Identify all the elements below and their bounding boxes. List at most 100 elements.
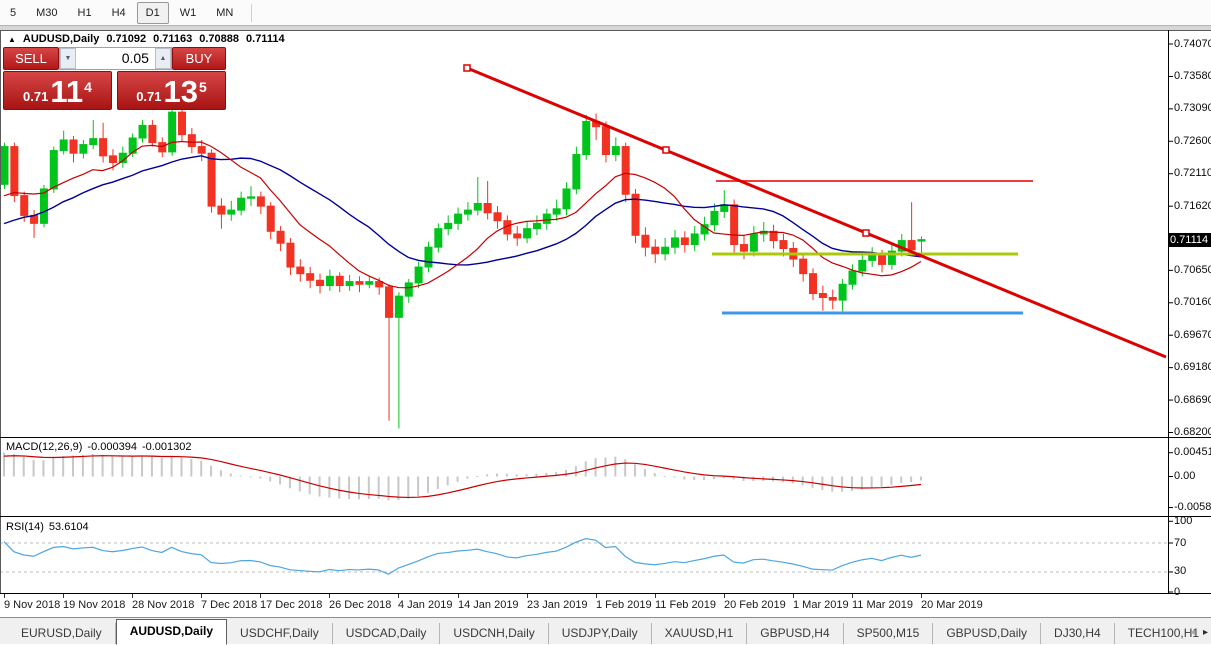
price-tick-label: 0.70650 bbox=[1174, 263, 1211, 276]
volume-stepper: ▼ 0.05 ▲ bbox=[59, 47, 172, 70]
date-tick-label: 20 Mar 2019 bbox=[921, 599, 983, 611]
chart-tab-audusd-daily[interactable]: AUDUSD,Daily bbox=[115, 619, 228, 645]
date-tick-label: 4 Jan 2019 bbox=[398, 599, 453, 611]
buy-price-button[interactable]: 0.71 13 5 bbox=[117, 71, 226, 110]
buy-price-prefix: 0.71 bbox=[136, 89, 162, 104]
price-tick-label: 0.71620 bbox=[1174, 199, 1211, 212]
date-tick-label: 23 Jan 2019 bbox=[527, 599, 588, 611]
descending-trendline[interactable] bbox=[466, 66, 1167, 359]
chart-tab-xauusd-h1[interactable]: XAUUSD,H1 bbox=[652, 623, 748, 644]
chart-tab-eurusd-daily[interactable]: EURUSD,Daily bbox=[8, 623, 116, 644]
buy-price-sup: 5 bbox=[199, 79, 207, 95]
ohlc-close: 0.71114 bbox=[246, 33, 285, 45]
rsi-axis-label: 100 bbox=[1174, 514, 1193, 527]
price-tick-label: 0.68690 bbox=[1174, 393, 1211, 406]
date-tick-label: 9 Nov 2018 bbox=[4, 599, 61, 611]
volume-input[interactable]: 0.05 bbox=[76, 48, 155, 69]
price-tick-label: 0.69670 bbox=[1174, 328, 1211, 341]
rsi-axis-label: 30 bbox=[1174, 565, 1187, 578]
macd-axis-label: 0.00 bbox=[1174, 470, 1196, 482]
timeframe-button-MN[interactable]: MN bbox=[216, 6, 234, 19]
trendline-anchor-marker[interactable] bbox=[463, 64, 471, 72]
date-tick-label: 11 Feb 2019 bbox=[655, 599, 716, 611]
tab-scroll-left-icon[interactable]: ◂ bbox=[1189, 627, 1195, 638]
date-tick-label: 7 Dec 2018 bbox=[201, 599, 258, 611]
trendline-anchor-marker[interactable] bbox=[862, 229, 870, 237]
chart-tab-bar: EURUSD,Daily AUDUSD,Daily USDCHF,Daily USDC… bbox=[0, 617, 1211, 645]
tab-scroll-right-icon[interactable]: ▸ bbox=[1202, 627, 1208, 638]
sell-price-big: 11 bbox=[50, 74, 84, 109]
timeframe-button-5[interactable]: 5 bbox=[10, 6, 17, 19]
chart-tab-usdchf-daily[interactable]: USDCHF,Daily bbox=[227, 623, 333, 644]
price-tick-label: 0.72110 bbox=[1174, 167, 1211, 180]
rsi-axis-label: 0 bbox=[1174, 585, 1181, 598]
chart-tab-usdcnh-daily[interactable]: USDCNH,Daily bbox=[440, 623, 549, 644]
ohlc-low: 0.70888 bbox=[199, 33, 240, 45]
price-tick-label: 0.70160 bbox=[1174, 296, 1211, 309]
chart-tab-gbpusd-daily[interactable]: GBPUSD,Daily bbox=[933, 623, 1042, 644]
chart-tab-dj30-h4[interactable]: DJ30,H4 bbox=[1041, 623, 1115, 644]
toolbar-separator bbox=[251, 3, 253, 22]
timeframe-toolbar: 5 M30 H1 H4 D1 W1 MN bbox=[0, 0, 1211, 26]
window-border-strip bbox=[0, 26, 1211, 30]
candlestick-series bbox=[0, 106, 926, 429]
sell-price-prefix: 0.71 bbox=[23, 89, 49, 104]
current-price-tag: 0.71114 bbox=[1168, 232, 1211, 247]
macd-value-2: -0.001302 bbox=[141, 441, 192, 453]
ma-fast-line bbox=[3, 140, 922, 289]
one-click-collapse-arrow[interactable]: ▲ bbox=[8, 34, 16, 44]
rsi-label: RSI(14) 53.6104 bbox=[6, 521, 89, 533]
chart-tab-sp500-m15[interactable]: SP500,M15 bbox=[844, 623, 934, 644]
price-tick-label: 0.72600 bbox=[1174, 134, 1211, 147]
ohlc-high: 0.71163 bbox=[153, 33, 193, 45]
price-tick-label: 0.68200 bbox=[1174, 426, 1211, 438]
price-tick-label: 0.69180 bbox=[1174, 361, 1211, 374]
sell-price-sup: 4 bbox=[84, 79, 92, 95]
chart-tab-gbpusd-h4[interactable]: GBPUSD,H4 bbox=[747, 623, 844, 644]
macd-name: MACD(12,26,9) bbox=[6, 441, 83, 453]
macd-value-1: -0.000394 bbox=[87, 441, 137, 453]
date-tick-label: 20 Feb 2019 bbox=[724, 599, 786, 611]
chart-tab-usdjpy-daily[interactable]: USDJPY,Daily bbox=[549, 623, 652, 644]
sell-price-button[interactable]: 0.71 11 4 bbox=[3, 71, 112, 110]
volume-decrease-button[interactable]: ▼ bbox=[60, 48, 76, 69]
chart-tab-usdcad-daily[interactable]: USDCAD,Daily bbox=[333, 623, 441, 644]
rsi-line bbox=[3, 538, 922, 575]
ma-slow-line bbox=[3, 155, 922, 266]
price-tick-label: 0.73580 bbox=[1174, 69, 1211, 82]
rsi-value: 53.6104 bbox=[48, 521, 89, 533]
date-tick-label: 26 Dec 2018 bbox=[329, 599, 392, 611]
macd-axis-label: 0.004517 bbox=[1174, 446, 1211, 459]
timeframe-button-H4[interactable]: H4 bbox=[111, 6, 126, 19]
chart-title: ▲ AUDUSD,Daily 0.71092 0.71163 0.70888 0… bbox=[8, 33, 285, 45]
tab-scroll-arrows: ◂ ▸ bbox=[1190, 627, 1208, 638]
macd-label: MACD(12,26,9) -0.000394 -0.001302 bbox=[6, 441, 192, 453]
rsi-name: RSI(14) bbox=[6, 521, 44, 533]
trendline-anchor-marker[interactable] bbox=[662, 146, 670, 154]
date-tick-label: 1 Mar 2019 bbox=[793, 599, 849, 611]
date-tick-label: 1 Feb 2019 bbox=[596, 599, 652, 611]
price-tick-label: 0.74070 bbox=[1174, 37, 1211, 50]
chart-tab-tech100-h1[interactable]: TECH100,H1 bbox=[1115, 623, 1211, 644]
date-tick-label: 17 Dec 2018 bbox=[260, 599, 323, 611]
rsi-axis-label: 70 bbox=[1174, 536, 1187, 549]
timeframe-button-W1[interactable]: W1 bbox=[179, 6, 197, 19]
macd-signal-line bbox=[3, 455, 922, 499]
triangle-down-icon: ▼ bbox=[64, 55, 72, 62]
volume-increase-button[interactable]: ▲ bbox=[154, 48, 171, 69]
timeframe-button-H1[interactable]: H1 bbox=[77, 6, 92, 19]
date-tick-label: 19 Nov 2018 bbox=[63, 599, 126, 611]
triangle-up-icon: ▲ bbox=[159, 55, 167, 62]
macd-axis-label: -0.005899 bbox=[1174, 501, 1211, 514]
chart-symbol-label: AUDUSD,Daily bbox=[22, 33, 100, 45]
date-tick-label: 11 Mar 2019 bbox=[852, 599, 913, 611]
buy-button[interactable]: BUY bbox=[171, 47, 226, 70]
timeframe-button-D1[interactable]: D1 bbox=[136, 1, 169, 24]
macd-histogram bbox=[3, 452, 922, 501]
price-tick-label: 0.73090 bbox=[1174, 102, 1211, 115]
timeframe-button-M30[interactable]: M30 bbox=[36, 6, 58, 19]
sell-button[interactable]: SELL bbox=[3, 47, 59, 70]
ohlc-open: 0.71092 bbox=[106, 33, 147, 45]
one-click-trading-panel: SELL ▼ 0.05 ▲ BUY 0.71 11 4 0.71 13 5 bbox=[3, 47, 226, 110]
